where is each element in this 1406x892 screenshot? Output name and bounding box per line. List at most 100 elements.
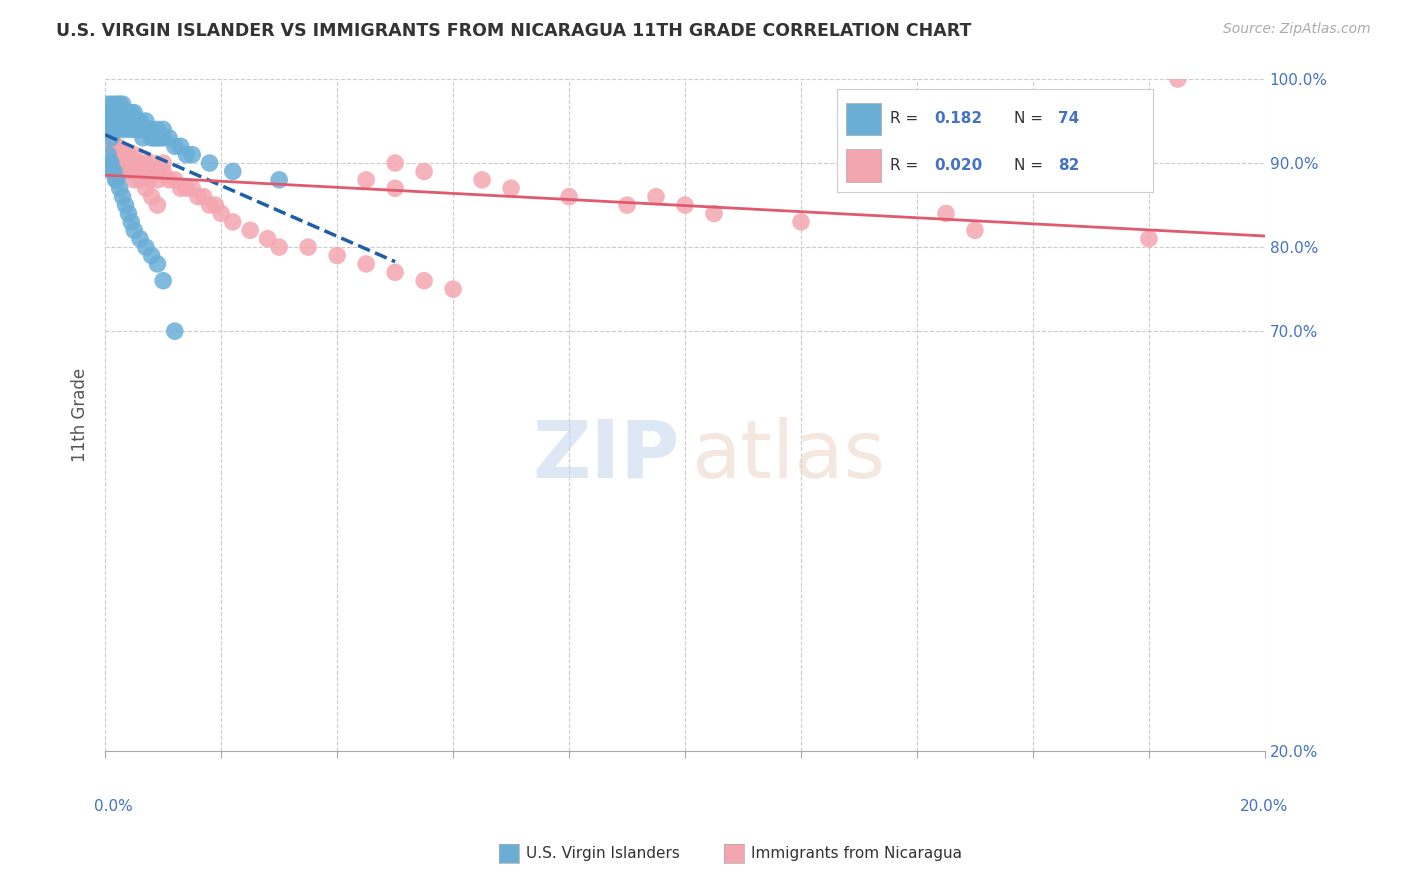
Point [198, 156, 221, 170]
Point [181, 181, 204, 195]
Point [122, 147, 145, 161]
FancyBboxPatch shape [846, 103, 880, 136]
Point [132, 131, 155, 145]
Point [114, 198, 136, 212]
Point [111, 156, 134, 170]
Point [152, 122, 174, 136]
Point [209, 206, 232, 220]
Point [135, 181, 157, 195]
Point [122, 173, 145, 187]
Point [141, 164, 163, 178]
Point [111, 114, 134, 128]
Point [163, 173, 186, 187]
Point [108, 105, 131, 120]
Point [558, 189, 581, 203]
Point [129, 156, 152, 170]
Text: N =: N = [1014, 158, 1047, 173]
Point [122, 122, 145, 136]
Point [204, 198, 226, 212]
FancyBboxPatch shape [846, 149, 880, 181]
Point [141, 156, 163, 170]
Point [98, 105, 121, 120]
Point [105, 139, 128, 153]
Point [354, 173, 377, 187]
Text: 0.0%: 0.0% [94, 798, 132, 814]
Point [169, 139, 191, 153]
Point [103, 105, 125, 120]
Point [326, 248, 349, 262]
Point [501, 181, 523, 195]
Point [1167, 72, 1189, 87]
Point [117, 147, 139, 161]
Point [100, 131, 122, 145]
Point [673, 198, 696, 212]
Point [120, 215, 142, 229]
Point [790, 215, 813, 229]
Point [163, 324, 186, 338]
Point [117, 164, 139, 178]
Point [129, 173, 152, 187]
Point [100, 131, 122, 145]
Point [471, 173, 494, 187]
Point [152, 156, 174, 170]
Text: atlas: atlas [690, 417, 886, 494]
Text: ZIP: ZIP [531, 417, 679, 494]
Point [103, 164, 125, 178]
Point [112, 122, 135, 136]
Point [120, 114, 142, 128]
Point [198, 198, 221, 212]
Point [129, 232, 152, 246]
Point [100, 156, 122, 170]
Point [111, 156, 134, 170]
Point [152, 164, 174, 178]
Point [122, 164, 145, 178]
Point [138, 122, 160, 136]
Point [97, 97, 120, 112]
Point [101, 164, 124, 178]
Point [127, 164, 149, 178]
Point [297, 240, 319, 254]
Point [135, 164, 157, 178]
Point [187, 189, 209, 203]
Point [141, 122, 163, 136]
Point [127, 114, 149, 128]
Point [146, 198, 169, 212]
Text: 0.020: 0.020 [935, 158, 983, 173]
Point [1137, 232, 1160, 246]
Point [441, 282, 464, 296]
Point [105, 139, 128, 153]
Text: Immigrants from Nicaragua: Immigrants from Nicaragua [751, 847, 962, 861]
Point [157, 131, 180, 145]
Point [138, 173, 160, 187]
Point [108, 181, 131, 195]
Point [117, 114, 139, 128]
Point [152, 131, 174, 145]
Point [146, 122, 169, 136]
Point [141, 248, 163, 262]
Point [101, 139, 124, 153]
Point [111, 189, 134, 203]
Point [176, 181, 198, 195]
Text: U.S. Virgin Islanders: U.S. Virgin Islanders [526, 847, 679, 861]
Point [413, 274, 436, 288]
Y-axis label: 11th Grade: 11th Grade [72, 368, 89, 462]
Point [111, 105, 134, 120]
Point [413, 164, 436, 178]
Point [157, 173, 180, 187]
Point [105, 97, 128, 112]
Point [152, 274, 174, 288]
Point [118, 122, 141, 136]
Point [98, 156, 121, 170]
Point [269, 240, 291, 254]
Point [117, 164, 139, 178]
Point [193, 189, 215, 203]
Point [103, 114, 125, 128]
Point [146, 257, 169, 271]
Point [384, 265, 406, 279]
Point [107, 122, 129, 136]
Point [108, 147, 131, 161]
Point [105, 114, 128, 128]
Text: 74: 74 [1057, 112, 1080, 127]
Point [141, 131, 163, 145]
Point [146, 131, 169, 145]
